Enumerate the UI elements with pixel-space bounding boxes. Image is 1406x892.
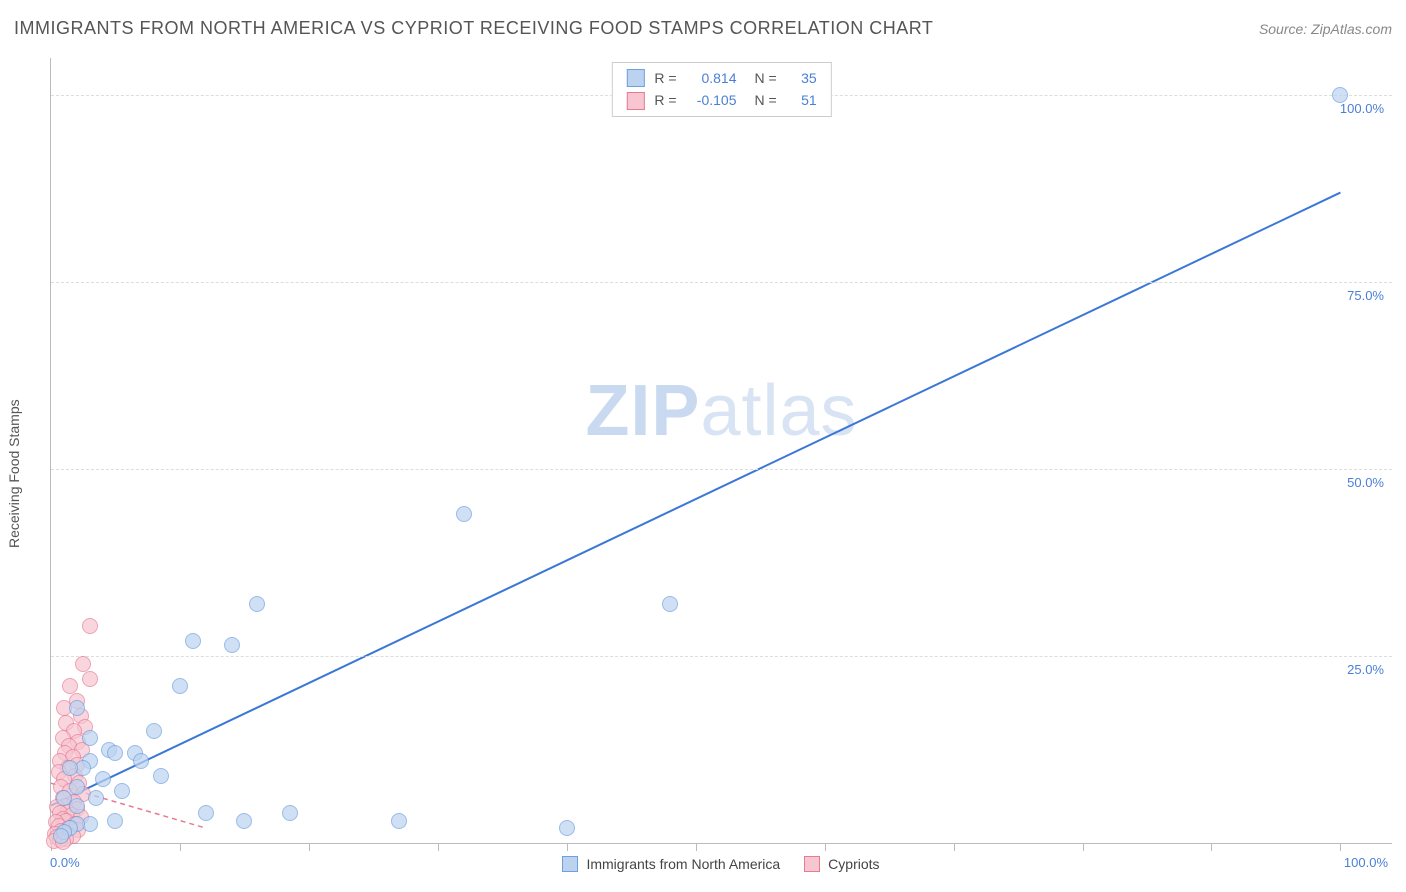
r-label: R = bbox=[654, 67, 676, 89]
blue-point bbox=[282, 805, 298, 821]
blue-point bbox=[224, 637, 240, 653]
r-label: R = bbox=[654, 89, 676, 111]
blue-point bbox=[236, 813, 252, 829]
legend-item: Cypriots bbox=[804, 856, 879, 872]
blue-trendline bbox=[51, 193, 1340, 806]
n-label: N = bbox=[755, 67, 777, 89]
blue-point bbox=[95, 771, 111, 787]
blue-point bbox=[185, 633, 201, 649]
x-tick-label-max: 100.0% bbox=[1344, 855, 1388, 870]
pink-point bbox=[82, 671, 98, 687]
y-tick-label: 50.0% bbox=[1347, 475, 1384, 490]
blue-point bbox=[88, 790, 104, 806]
legend-label: Immigrants from North America bbox=[586, 856, 780, 872]
watermark: ZIPatlas bbox=[585, 370, 857, 452]
correlation-legend: R = 0.814 N = 35 R = -0.105 N = 51 bbox=[611, 62, 831, 117]
correlation-legend-row: R = -0.105 N = 51 bbox=[626, 89, 816, 111]
blue-point bbox=[662, 596, 678, 612]
legend-swatch bbox=[562, 856, 578, 872]
blue-point bbox=[249, 596, 265, 612]
gridline-h bbox=[51, 282, 1392, 283]
chart-title: IMMIGRANTS FROM NORTH AMERICA VS CYPRIOT… bbox=[14, 18, 933, 39]
n-label: N = bbox=[755, 89, 777, 111]
blue-point bbox=[114, 783, 130, 799]
legend-label: Cypriots bbox=[828, 856, 879, 872]
blue-point bbox=[82, 730, 98, 746]
pink-point bbox=[75, 656, 91, 672]
blue-point bbox=[391, 813, 407, 829]
r-value: -0.105 bbox=[687, 89, 737, 111]
y-axis-label: Receiving Food Stamps bbox=[6, 319, 22, 468]
blue-point bbox=[153, 768, 169, 784]
chart-source: Source: ZipAtlas.com bbox=[1259, 21, 1392, 37]
chart-container: Receiving Food Stamps ZIPatlas R =0.814N… bbox=[14, 58, 1392, 878]
series-legend: Immigrants from North America Cypriots bbox=[50, 850, 1392, 878]
y-tick-label: 100.0% bbox=[1340, 101, 1384, 116]
y-tick-label: 75.0% bbox=[1347, 288, 1384, 303]
blue-point bbox=[69, 779, 85, 795]
blue-point bbox=[456, 506, 472, 522]
n-value: 35 bbox=[787, 67, 817, 89]
blue-point bbox=[53, 828, 69, 844]
blue-point bbox=[146, 723, 162, 739]
r-value: 0.814 bbox=[687, 67, 737, 89]
legend-swatch bbox=[626, 92, 644, 110]
n-value: 51 bbox=[787, 89, 817, 111]
correlation-legend-row: R = 0.814 N = 35 bbox=[626, 67, 816, 89]
trend-lines bbox=[51, 58, 1392, 843]
x-tick-label-min: 0.0% bbox=[50, 855, 80, 870]
gridline-h bbox=[51, 469, 1392, 470]
blue-point bbox=[69, 798, 85, 814]
gridline-h bbox=[51, 656, 1392, 657]
blue-point bbox=[172, 678, 188, 694]
blue-point bbox=[559, 820, 575, 836]
blue-point bbox=[107, 813, 123, 829]
plot-area: ZIPatlas R = 0.814 N = 35 R = -0.105 N = 51 25.… bbox=[50, 58, 1392, 844]
legend-swatch bbox=[626, 69, 644, 87]
blue-point bbox=[133, 753, 149, 769]
pink-point bbox=[82, 618, 98, 634]
chart-header: IMMIGRANTS FROM NORTH AMERICA VS CYPRIOT… bbox=[14, 18, 1392, 39]
y-tick-label: 25.0% bbox=[1347, 662, 1384, 677]
legend-swatch bbox=[804, 856, 820, 872]
pink-point bbox=[62, 678, 78, 694]
legend-item: Immigrants from North America bbox=[562, 856, 780, 872]
blue-point bbox=[107, 745, 123, 761]
blue-point bbox=[198, 805, 214, 821]
